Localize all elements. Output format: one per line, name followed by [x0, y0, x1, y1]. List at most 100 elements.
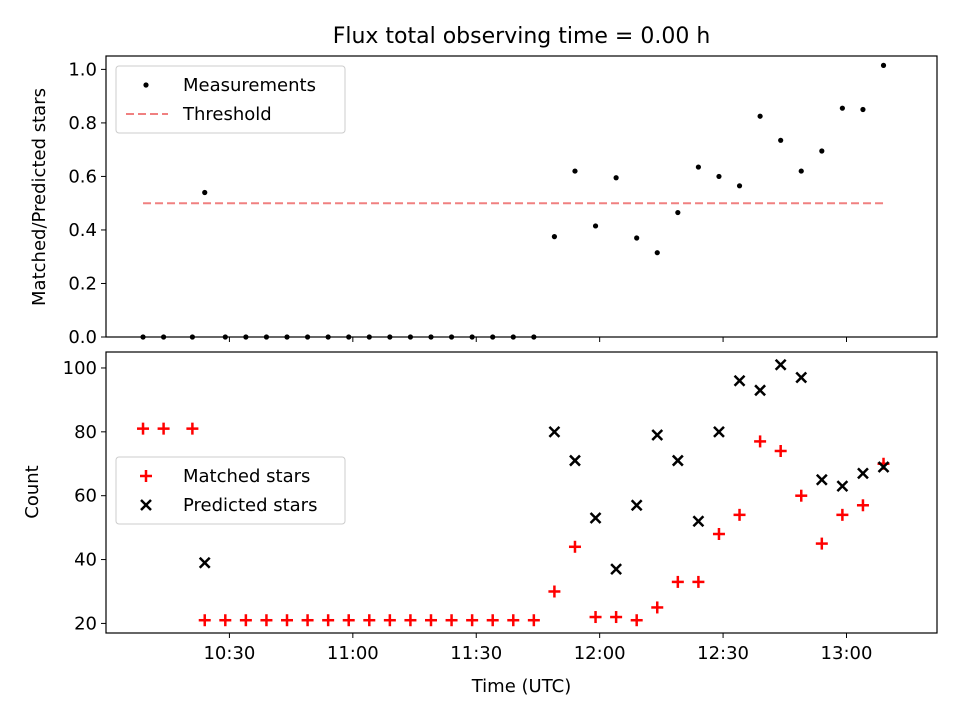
- count-x-ticks: 10:30 11:00 11:30 12:00 12:30 13:00: [203, 633, 872, 664]
- matched-star-marker: [281, 614, 294, 627]
- legend-label-threshold: Threshold: [182, 104, 272, 125]
- count-y-tick-label: 80: [74, 422, 97, 443]
- ratio-y-tick-label: 0.2: [68, 273, 97, 294]
- predicted-star-marker: [198, 556, 211, 569]
- matched-star-marker: [589, 611, 602, 624]
- legend-label-measurements: Measurements: [183, 75, 316, 96]
- count-x-tick-label: 13:00: [821, 643, 873, 664]
- count-x-tick-label: 11:00: [327, 643, 379, 664]
- predicted-star-marker: [630, 499, 643, 512]
- predicted-star-marker: [877, 461, 890, 473]
- legend-label-predicted: Predicted stars: [183, 495, 317, 516]
- measurement-point: [819, 148, 825, 154]
- measurement-point: [880, 62, 887, 68]
- matched-star-marker: [671, 575, 684, 588]
- legend-label-matched: Matched stars: [183, 466, 310, 487]
- measurement-point: [798, 168, 804, 174]
- matched-star-marker: [733, 508, 746, 521]
- matched-star-marker: [198, 614, 211, 627]
- measurement-points: [140, 62, 887, 340]
- ratio-y-tick-label: 0.6: [68, 166, 97, 187]
- predicted-star-marker: [548, 425, 561, 438]
- matched-star-marker: [836, 508, 849, 521]
- count-x-tick-label: 12:00: [574, 643, 626, 664]
- measurement-point: [695, 164, 701, 170]
- count-points: [137, 358, 890, 627]
- matched-star-marker: [815, 537, 828, 550]
- matched-star-marker: [466, 614, 479, 627]
- measurement-point: [778, 137, 784, 143]
- count-x-tick-label: 12:30: [697, 643, 749, 664]
- measurement-point: [572, 168, 578, 174]
- matched-star-marker: [157, 422, 170, 435]
- matched-star-marker: [507, 614, 520, 627]
- matched-star-marker: [527, 614, 540, 627]
- count-y-tick-label: 60: [74, 486, 97, 507]
- count-y-tick-label: 40: [74, 550, 97, 571]
- predicted-star-marker: [774, 358, 787, 371]
- ratio-y-ticks: 0.0 0.2 0.4 0.6 0.8 1.0: [68, 59, 106, 348]
- measurement-point: [654, 250, 660, 256]
- count-x-tick-label: 11:30: [450, 643, 502, 664]
- ratio-y-tick-label: 0.8: [68, 113, 97, 134]
- matched-star-marker: [568, 540, 581, 553]
- matched-star-marker: [239, 614, 252, 627]
- predicted-star-marker: [610, 563, 623, 576]
- count-x-tick-label: 10:30: [203, 643, 255, 664]
- matched-star-marker: [342, 614, 355, 627]
- matched-star-marker: [301, 614, 314, 627]
- predicted-star-marker: [857, 467, 869, 480]
- predicted-star-marker: [795, 371, 808, 384]
- matched-star-marker: [651, 601, 664, 614]
- matched-star-marker: [754, 435, 767, 448]
- matched-star-marker: [712, 528, 725, 541]
- legend-x-marker: [140, 499, 152, 511]
- figure-title: Flux total observing time = 0.00 h: [333, 24, 711, 49]
- legend-dot-marker: [143, 82, 149, 88]
- measurement-point: [736, 183, 743, 189]
- measurement-point: [613, 175, 619, 181]
- matched-star-marker: [630, 614, 643, 627]
- matched-star-marker: [610, 611, 623, 624]
- matched-star-marker: [692, 575, 705, 588]
- ratio-y-tick-label: 0.4: [68, 220, 97, 241]
- matched-star-marker: [424, 614, 437, 627]
- ratio-y-tick-label: 0.0: [68, 327, 97, 348]
- measurement-point: [551, 234, 558, 240]
- ratio-x-ticks: [228, 337, 847, 342]
- matched-star-marker: [219, 614, 232, 627]
- x-axis-label: Time (UTC): [471, 676, 572, 697]
- predicted-star-marker: [815, 473, 828, 486]
- matched-star-marker: [363, 614, 376, 627]
- measurement-point: [839, 105, 845, 111]
- ratio-plot-frame: [105, 55, 938, 338]
- legend-plus-marker: [140, 470, 152, 482]
- matched-star-marker: [445, 614, 458, 627]
- count-y-tick-label: 100: [63, 358, 97, 379]
- predicted-star-marker: [651, 429, 664, 441]
- count-panel: 20 40 60 80 100 10:30 11:00 11:30 12:00 12:30 13:…: [22, 351, 938, 697]
- matched-star-marker: [186, 422, 199, 435]
- measurement-point: [634, 235, 640, 241]
- measurement-point: [592, 223, 599, 229]
- predicted-star-marker: [733, 374, 746, 387]
- matched-star-marker: [322, 614, 335, 627]
- matched-star-marker: [260, 614, 273, 627]
- count-y-axis-label: Count: [22, 465, 43, 518]
- matched-star-marker: [486, 614, 499, 627]
- ratio-y-tick-label: 1.0: [68, 59, 97, 80]
- predicted-star-marker: [671, 454, 684, 467]
- matched-star-marker: [404, 614, 417, 627]
- matched-star-marker: [383, 614, 396, 627]
- predicted-star-marker: [836, 480, 849, 492]
- measurement-point: [716, 173, 722, 180]
- matched-star-marker: [774, 444, 787, 457]
- ratio-y-axis-label: Matched/Predicted stars: [29, 88, 50, 306]
- count-plot-frame: [105, 351, 938, 634]
- measurement-point: [202, 189, 208, 196]
- predicted-star-marker: [589, 512, 602, 524]
- measurement-point: [860, 106, 866, 113]
- ratio-legend: Measurements Threshold: [115, 65, 346, 134]
- matched-star-marker: [548, 585, 561, 598]
